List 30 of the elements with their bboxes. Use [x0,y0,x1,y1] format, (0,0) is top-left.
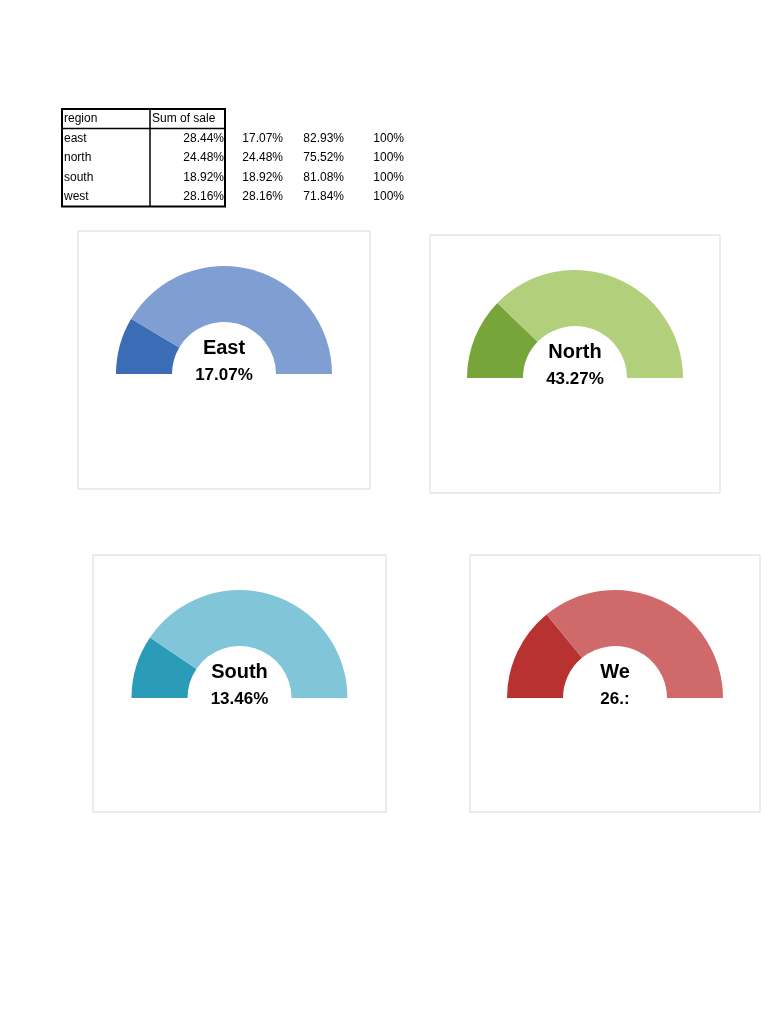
data-label: 100% [373,150,405,164]
text: region [64,111,98,125]
data-label: 100% [373,169,405,184]
data-label: 24.48% [242,150,284,164]
data-label: 75.52% [303,150,345,164]
data-label: 82.93% [303,130,345,145]
data-label: 81.08% [303,169,345,184]
text: East [202,336,246,358]
data-label: 18.92% [183,169,225,184]
data-label: 100% [373,130,405,145]
data-label: 24.48% [183,150,225,164]
data-label: 28.16% [183,189,225,203]
category-label: south [64,169,94,184]
data-label: 28.44% [183,130,225,145]
text: We [600,660,630,682]
text: 43.27% [546,369,604,388]
data-label: 71.84% [303,189,345,203]
text: South [211,660,268,682]
category-label: north [64,150,92,164]
data-label: 100% [373,189,405,203]
data-label: 17.07% [242,130,284,145]
text: 17.07% [195,365,253,384]
data-label: 18.92% [242,169,284,184]
text: 13.46% [210,689,269,708]
data-label: 28.16% [242,189,284,203]
text: 26.: [600,689,630,708]
category-label: west [63,189,90,203]
text: Sum of sale [152,111,216,125]
category-label: east [64,130,88,145]
text: North [548,340,602,362]
